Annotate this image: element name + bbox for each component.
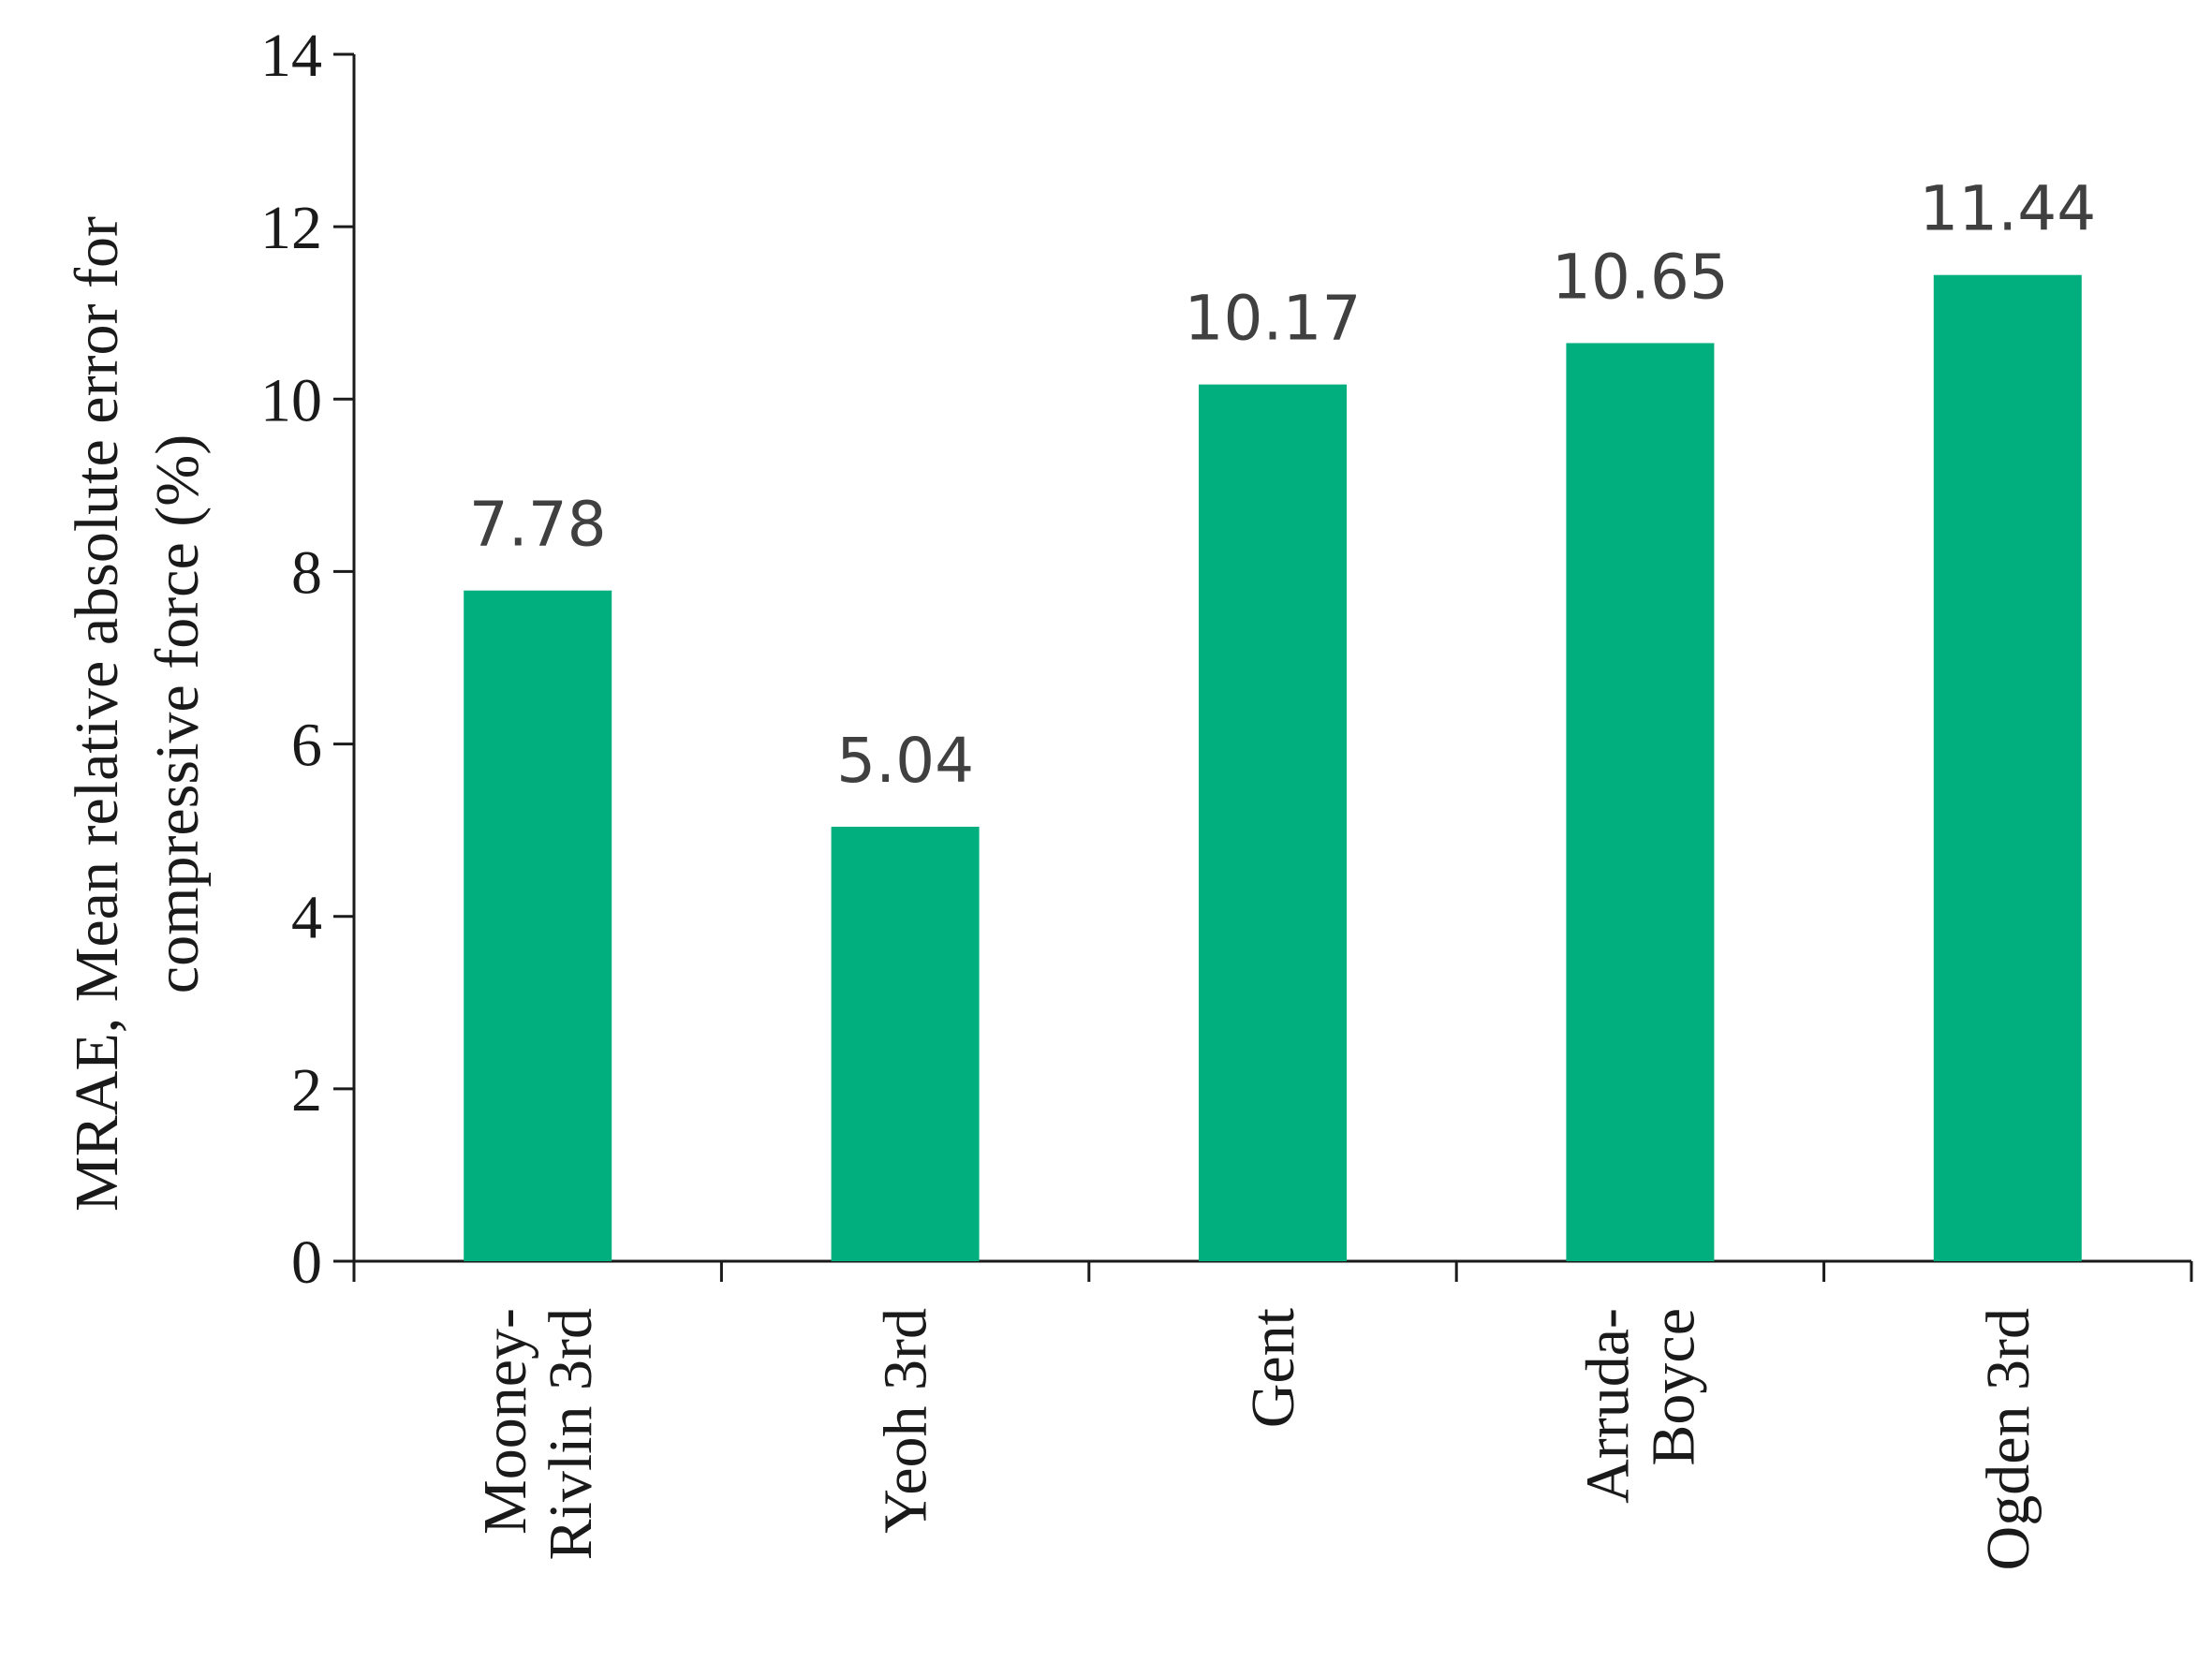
category-label: Gent (1239, 1308, 1307, 1428)
category-label-line: Rivlin 3rd (537, 1308, 605, 1561)
category-label: Arruda-Boyce (1573, 1308, 1707, 1504)
data-label: 10.65 (1552, 241, 1729, 313)
y-tick-label: 4 (291, 884, 322, 952)
category-label-line: Arruda- (1573, 1308, 1642, 1504)
category-label-line: Ogden 3rd (1974, 1308, 2042, 1570)
bar (1933, 274, 2082, 1261)
data-labels: 7.78 5.04 10.17 10.65 11.44 (469, 173, 2097, 797)
bar (464, 590, 612, 1261)
y-tick-label: 6 (291, 712, 322, 780)
category-label: Yeoh 3rd (872, 1308, 940, 1534)
bar (1199, 384, 1347, 1262)
y-axis-title-line: MRAE, Mean relative absolute error for (63, 216, 131, 1212)
y-tick-label: 14 (260, 22, 322, 90)
y-tick-label: 0 (291, 1228, 322, 1297)
y-tick-label: 2 (291, 1056, 322, 1125)
y-axis-title-group: MRAE, Mean relative absolute error for co… (63, 216, 212, 1212)
data-label: 10.17 (1185, 283, 1362, 355)
bar-series (464, 274, 2082, 1262)
category-label-line: Boyce (1639, 1308, 1707, 1466)
y-axis-title-line: compressive force (%) (143, 434, 212, 993)
category-label-line: Yeoh 3rd (872, 1308, 940, 1534)
bar (1566, 343, 1715, 1261)
y-tick-label: 12 (260, 194, 322, 262)
category-label-line: Gent (1239, 1308, 1307, 1428)
y-tick-label: 8 (291, 538, 322, 607)
data-label: 11.44 (1919, 173, 2096, 245)
data-label: 7.78 (469, 489, 607, 561)
bar (831, 826, 980, 1261)
y-axis-title: MRAE, Mean relative absolute error for co… (63, 216, 212, 1212)
data-label: 5.04 (836, 725, 974, 797)
category-label: Mooney-Rivlin 3rd (471, 1308, 605, 1561)
y-axis: 0 2 4 6 8 10 12 14 (260, 22, 356, 1297)
category-label-line: Mooney- (471, 1308, 539, 1535)
category-labels: Mooney-Rivlin 3rd Yeoh 3rd Gent Arruda-Boyc… (471, 1308, 2042, 1570)
x-axis (352, 1259, 2193, 1282)
category-label: Ogden 3rd (1974, 1308, 2042, 1570)
y-tick-label: 10 (260, 366, 322, 434)
